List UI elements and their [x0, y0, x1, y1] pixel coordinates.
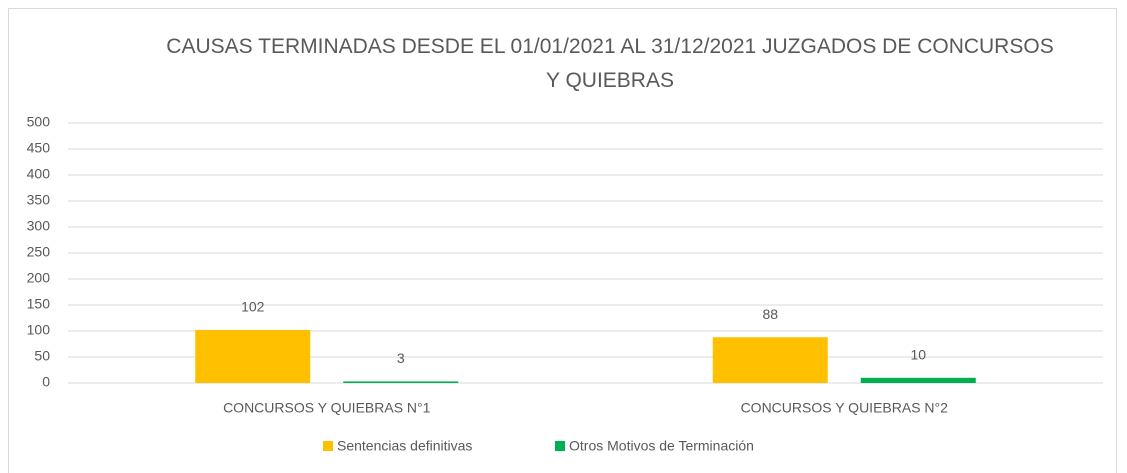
- y-tick-label: 450: [27, 140, 51, 156]
- legend-label: Otros Motivos de Terminación: [569, 438, 754, 454]
- legend-label: Sentencias definitivas: [337, 438, 472, 454]
- y-tick-label: 400: [27, 166, 51, 182]
- y-tick-label: 100: [27, 322, 51, 338]
- y-tick-label: 0: [42, 374, 50, 390]
- legend-swatch: [323, 441, 333, 451]
- chart-frame: [8, 8, 1117, 473]
- data-label: 102: [241, 299, 265, 315]
- bar: [860, 377, 976, 383]
- x-tick-label: CONCURSOS Y QUIEBRAS N°1: [223, 400, 431, 416]
- y-tick-label: 500: [27, 114, 51, 130]
- y-tick-label: 50: [34, 348, 50, 364]
- bar: [195, 329, 311, 383]
- y-tick-label: 200: [27, 270, 51, 286]
- data-label: 10: [910, 347, 926, 363]
- x-tick-label: CONCURSOS Y QUIEBRAS N°2: [741, 400, 949, 416]
- data-label: 88: [762, 306, 778, 322]
- chart-title: CAUSAS TERMINADAS DESDE EL 01/01/2021 AL…: [166, 35, 1054, 92]
- y-tick-label: 300: [27, 218, 51, 234]
- bar: [712, 337, 828, 383]
- y-tick-label: 250: [27, 244, 51, 260]
- y-tick-label: 150: [27, 296, 51, 312]
- y-tick-label: 350: [27, 192, 51, 208]
- legend-swatch: [555, 441, 565, 451]
- bar: [343, 381, 459, 383]
- data-label: 3: [397, 350, 405, 366]
